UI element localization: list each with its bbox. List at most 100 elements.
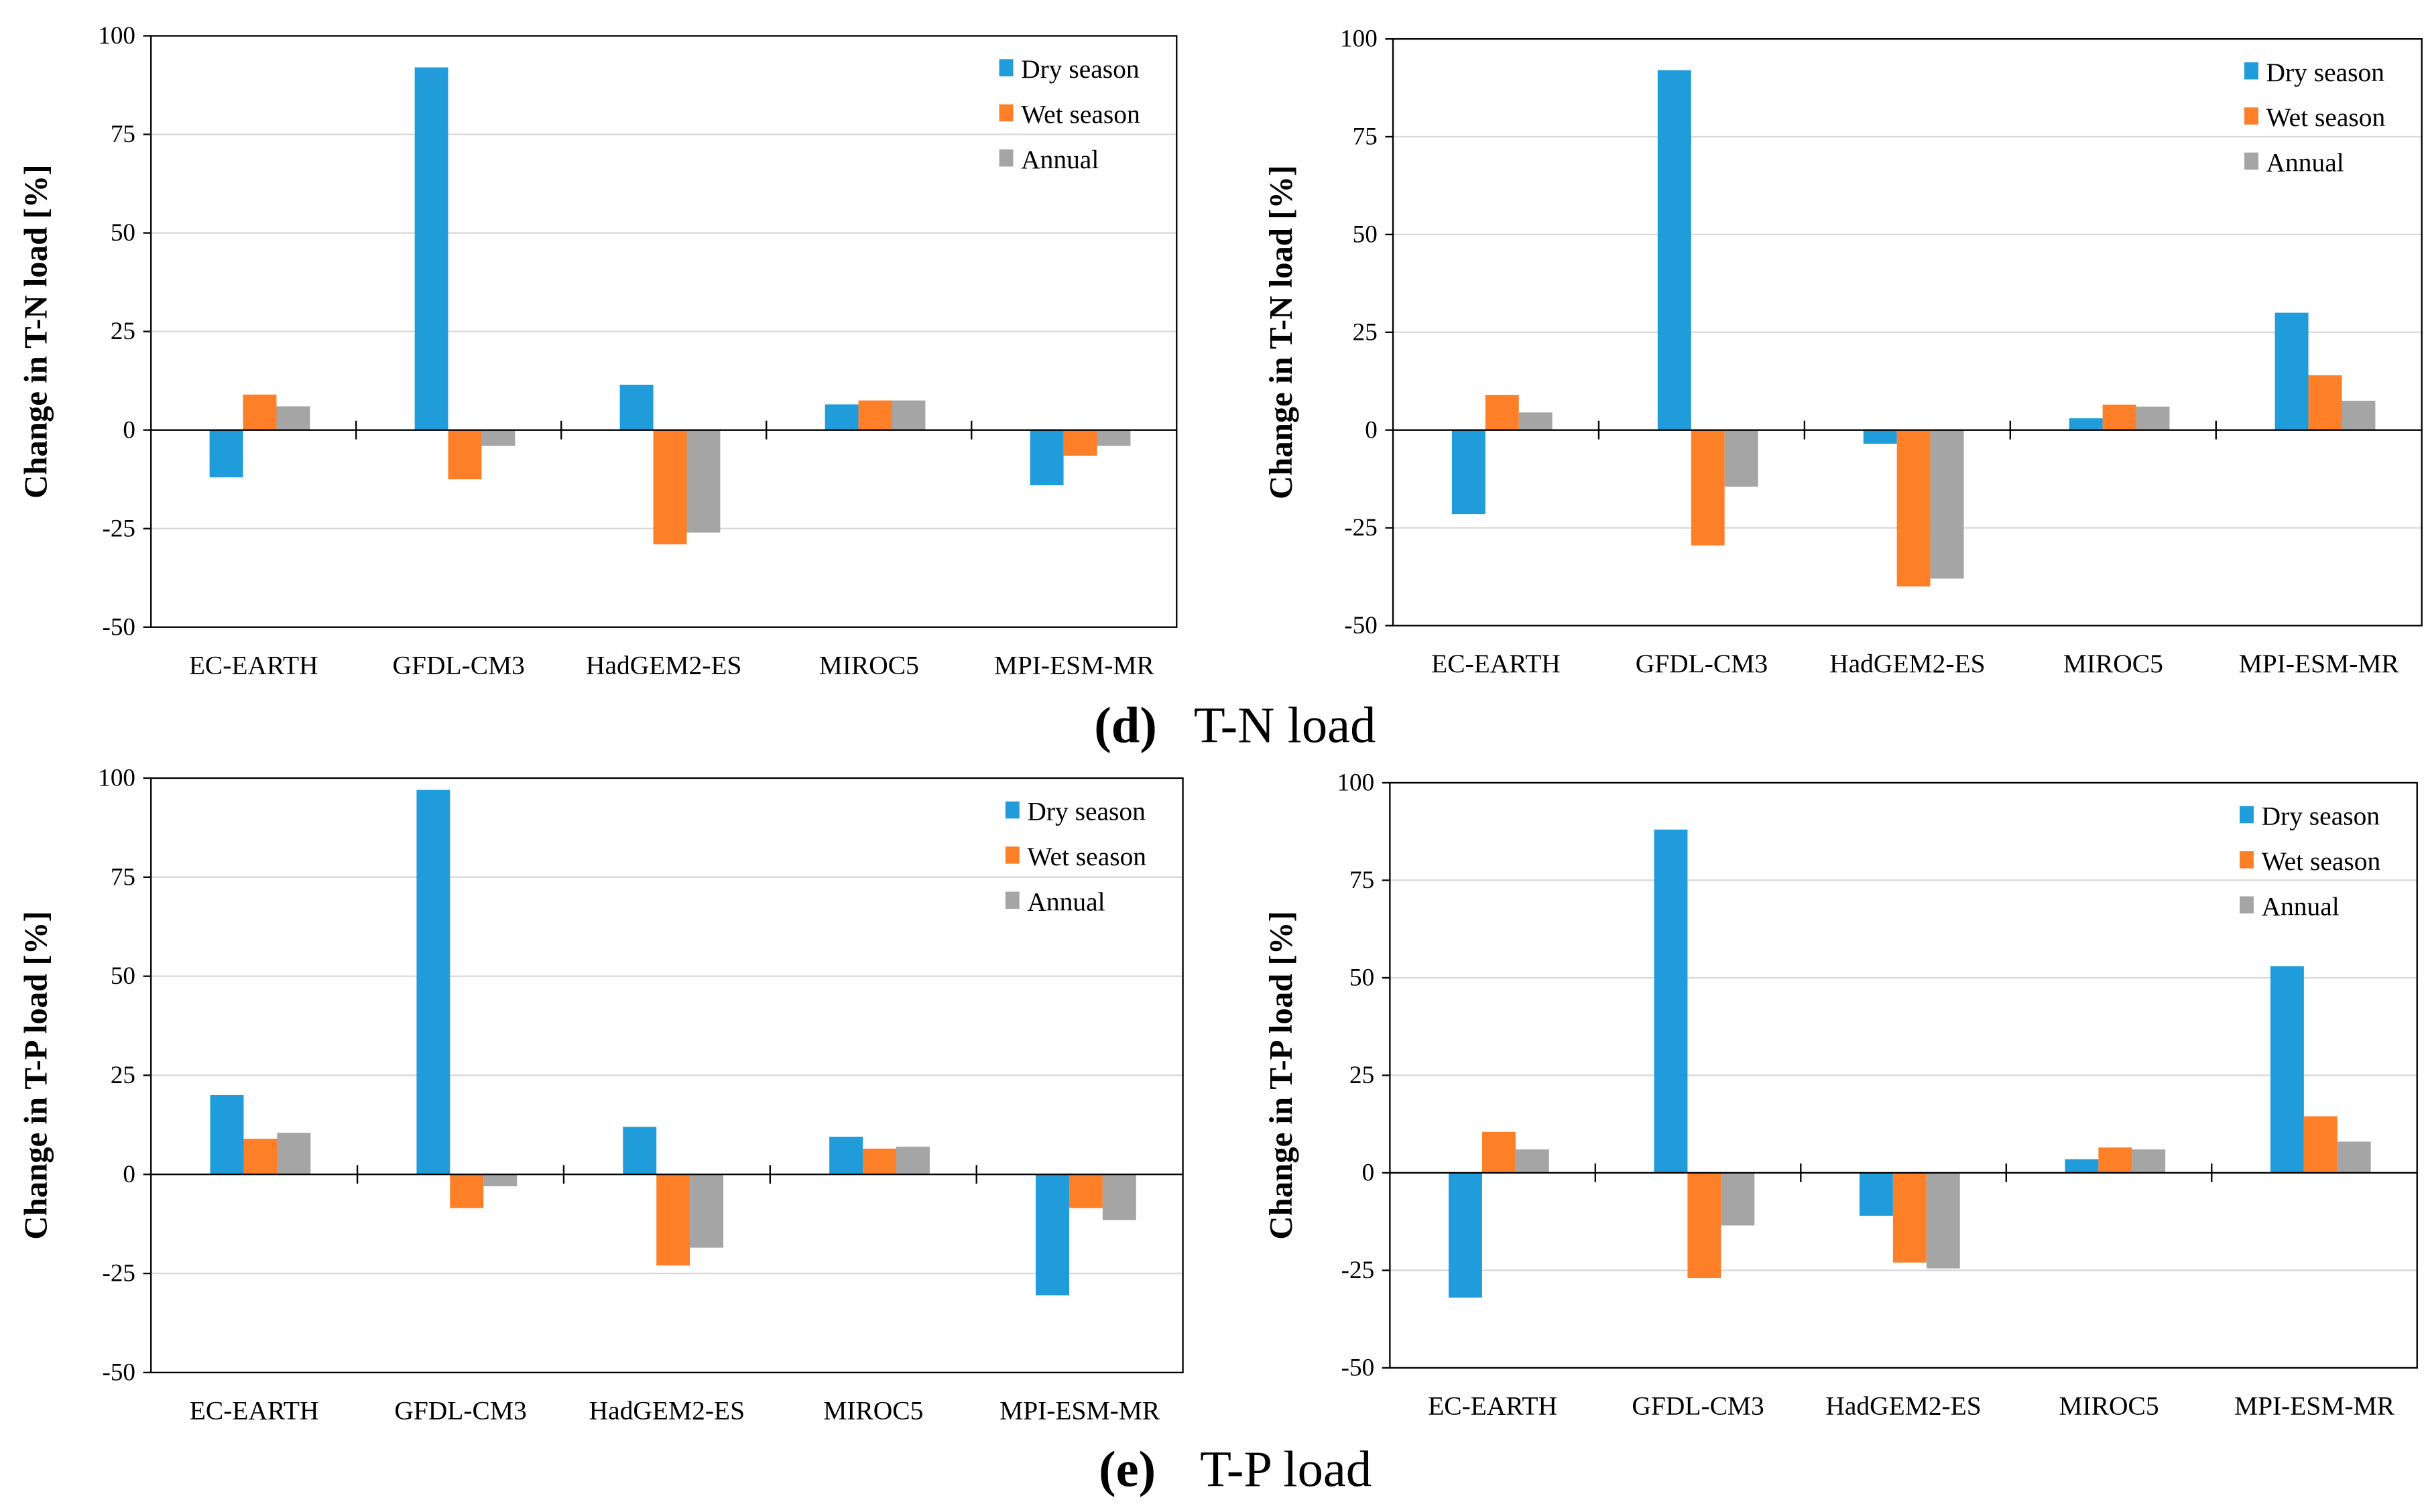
legend-label: Wet season bbox=[1027, 842, 1146, 871]
legend-label: Wet season bbox=[2262, 846, 2381, 876]
chart-d-left: -50 -25 0 25 50 75 100 EC-EARTH GFDL-CM3 HadGEM2-… bbox=[18, 22, 1178, 680]
y-tick-label: -25 bbox=[1341, 1257, 1374, 1284]
caption-d-text: T-N load bbox=[1194, 697, 1376, 754]
bar-dry-season-hadgem2-es bbox=[1859, 1172, 1893, 1216]
bar-wet-season-mpi-esm-mr bbox=[1063, 430, 1097, 456]
legend-label: Annual bbox=[1027, 887, 1105, 916]
bar-annual-miroc5 bbox=[896, 1146, 930, 1175]
legend-swatch bbox=[2240, 896, 2254, 914]
caption-e-text: T-P load bbox=[1200, 1440, 1372, 1497]
bar-annual-gfdl-cm3 bbox=[481, 430, 515, 446]
x-category-label: HadGEM2-ES bbox=[586, 650, 741, 680]
legend-label: Wet season bbox=[2266, 103, 2386, 132]
bar-wet-season-gfdl-cm3 bbox=[450, 1174, 484, 1208]
bar-annual-miroc5 bbox=[892, 400, 926, 430]
legend-label: Annual bbox=[1021, 145, 1099, 174]
legend-swatch bbox=[1005, 846, 1020, 864]
y-tick-label: -50 bbox=[1341, 1354, 1374, 1382]
x-category-label: HadGEM2-ES bbox=[1829, 649, 1985, 678]
bar-dry-season-mpi-esm-mr bbox=[1036, 1174, 1069, 1296]
chart-e-left: -50 -25 0 25 50 75 100 EC-EARTH GFDL-CM3 HadGEM2-… bbox=[18, 765, 1184, 1426]
legend-swatch bbox=[2240, 806, 2254, 824]
x-category-label: GFDL-CM3 bbox=[1636, 649, 1768, 678]
bar-dry-season-gfdl-cm3 bbox=[414, 67, 448, 430]
y-tick-label: 75 bbox=[111, 863, 135, 891]
y-tick-label: 100 bbox=[98, 765, 135, 792]
x-category-label: MIROC5 bbox=[2063, 649, 2163, 678]
y-tick-label: 75 bbox=[111, 121, 135, 148]
bar-wet-season-miroc5 bbox=[2098, 1147, 2132, 1173]
y-tick-label: 0 bbox=[123, 416, 135, 444]
bar-dry-season-hadgem2-es bbox=[619, 385, 654, 430]
caption-e-letter: (e) bbox=[1099, 1440, 1156, 1497]
y-tick-label: 75 bbox=[1353, 123, 1378, 151]
legend-label: Dry season bbox=[1021, 54, 1140, 84]
y-tick-label: 0 bbox=[1365, 416, 1378, 444]
bar-annual-mpi-esm-mr bbox=[1102, 1174, 1136, 1220]
y-tick-label: 25 bbox=[111, 1062, 135, 1089]
y-axis-label: Change in T-N load [%] bbox=[1263, 166, 1299, 499]
legend-swatch bbox=[999, 59, 1014, 76]
y-tick-label: -50 bbox=[1344, 612, 1378, 639]
legend-label: Dry season bbox=[2262, 802, 2380, 831]
bar-annual-hadgem2-es bbox=[1926, 1172, 1960, 1269]
legend-swatch bbox=[2244, 107, 2258, 125]
caption-d-letter: (d) bbox=[1094, 697, 1157, 754]
x-category-label: MPI-ESM-MR bbox=[994, 650, 1155, 680]
bar-annual-miroc5 bbox=[2136, 406, 2170, 430]
x-category-label: GFDL-CM3 bbox=[393, 650, 525, 680]
bar-wet-season-ec-earth bbox=[243, 394, 277, 430]
legend-label: Wet season bbox=[1021, 99, 1140, 129]
bar-wet-season-ec-earth bbox=[1485, 395, 1519, 430]
bar-wet-season-mpi-esm-mr bbox=[1069, 1174, 1103, 1208]
bar-dry-season-ec-earth bbox=[1451, 430, 1485, 515]
legend-label: Dry season bbox=[1027, 797, 1146, 826]
legend-swatch bbox=[1005, 891, 1020, 909]
bar-dry-season-hadgem2-es bbox=[1863, 430, 1897, 444]
x-category-label: HadGEM2-ES bbox=[589, 1396, 745, 1426]
bar-wet-season-miroc5 bbox=[858, 400, 892, 430]
x-category-label: EC-EARTH bbox=[1428, 1391, 1557, 1421]
y-axis-label: Change in T-P load [%] bbox=[18, 911, 54, 1239]
x-category-label: GFDL-CM3 bbox=[1632, 1391, 1764, 1421]
legend-swatch bbox=[999, 104, 1014, 122]
x-category-label: EC-EARTH bbox=[190, 1396, 319, 1426]
bar-dry-season-mpi-esm-mr bbox=[2274, 312, 2309, 430]
bar-wet-season-ec-earth bbox=[1481, 1131, 1516, 1173]
legend: Dry season Wet season Annual bbox=[2240, 802, 2381, 921]
bar-annual-mpi-esm-mr bbox=[2342, 400, 2376, 430]
bar-wet-season-mpi-esm-mr bbox=[2303, 1116, 2338, 1173]
bar-annual-ec-earth bbox=[1515, 1149, 1549, 1173]
bar-wet-season-hadgem2-es bbox=[656, 1174, 690, 1266]
y-tick-label: 0 bbox=[123, 1161, 135, 1188]
bar-annual-ec-earth bbox=[1518, 412, 1553, 430]
y-tick-label: 75 bbox=[1349, 867, 1374, 894]
x-category-label: MPI-ESM-MR bbox=[2239, 649, 2400, 678]
y-tick-label: 50 bbox=[1349, 964, 1374, 992]
bar-wet-season-miroc5 bbox=[2102, 404, 2136, 430]
bar-annual-miroc5 bbox=[2132, 1149, 2166, 1173]
y-axis-label: Change in T-N load [%] bbox=[18, 164, 54, 498]
bar-dry-season-gfdl-cm3 bbox=[416, 790, 450, 1175]
x-category-label: MPI-ESM-MR bbox=[2234, 1391, 2395, 1421]
bar-wet-season-gfdl-cm3 bbox=[1687, 1172, 1721, 1279]
y-tick-label: 50 bbox=[1353, 220, 1378, 248]
legend-swatch bbox=[999, 149, 1014, 167]
bar-annual-gfdl-cm3 bbox=[1721, 1172, 1755, 1226]
caption-e: (e) T-P load bbox=[1099, 1440, 1372, 1497]
chart-d-right: -50 -25 0 25 50 75 100 EC-EARTH GFDL-CM3 HadGEM2-… bbox=[1263, 25, 2423, 678]
y-tick-label: 50 bbox=[111, 219, 135, 247]
y-tick-label: -25 bbox=[1344, 514, 1378, 542]
bar-dry-season-gfdl-cm3 bbox=[1654, 829, 1688, 1173]
bar-dry-season-mpi-esm-mr bbox=[1030, 430, 1064, 486]
y-tick-label: -50 bbox=[102, 1359, 135, 1387]
y-tick-label: 100 bbox=[98, 22, 135, 50]
y-tick-label: 100 bbox=[1340, 25, 1378, 53]
bar-dry-season-hadgem2-es bbox=[623, 1127, 657, 1175]
legend: Dry season Wet season Annual bbox=[1005, 797, 1146, 916]
legend-swatch bbox=[2244, 152, 2258, 170]
bar-wet-season-miroc5 bbox=[863, 1148, 897, 1175]
x-category-label: EC-EARTH bbox=[1431, 649, 1561, 678]
y-tick-label: 25 bbox=[1349, 1062, 1374, 1089]
